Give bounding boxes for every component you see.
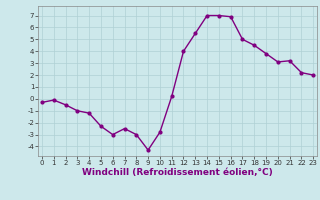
- X-axis label: Windchill (Refroidissement éolien,°C): Windchill (Refroidissement éolien,°C): [82, 168, 273, 177]
